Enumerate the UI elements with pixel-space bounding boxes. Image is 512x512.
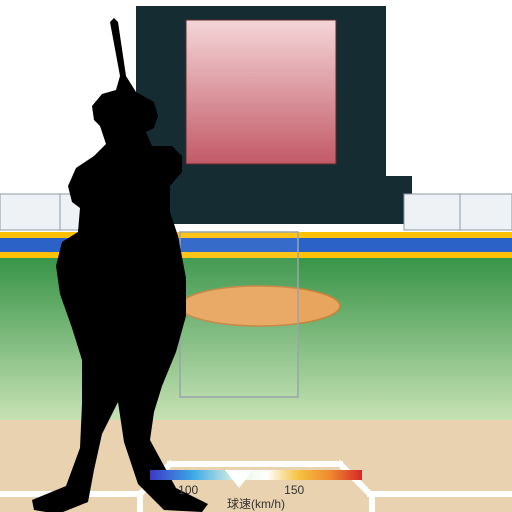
legend-axis-label: 球速(km/h) (227, 497, 285, 511)
stand-section (0, 194, 60, 230)
legend-colorbar (150, 470, 362, 480)
strike-zone (180, 232, 298, 397)
legend-tick-label: 150 (284, 483, 304, 497)
chart-svg: 100 150球速(km/h) (0, 0, 512, 512)
scoreboard-screen (186, 20, 336, 164)
stand-section (460, 194, 512, 230)
pitch-location-chart: 100 150球速(km/h) (0, 0, 512, 512)
stand-section (404, 194, 460, 230)
legend-tick-label: 100 (178, 483, 198, 497)
